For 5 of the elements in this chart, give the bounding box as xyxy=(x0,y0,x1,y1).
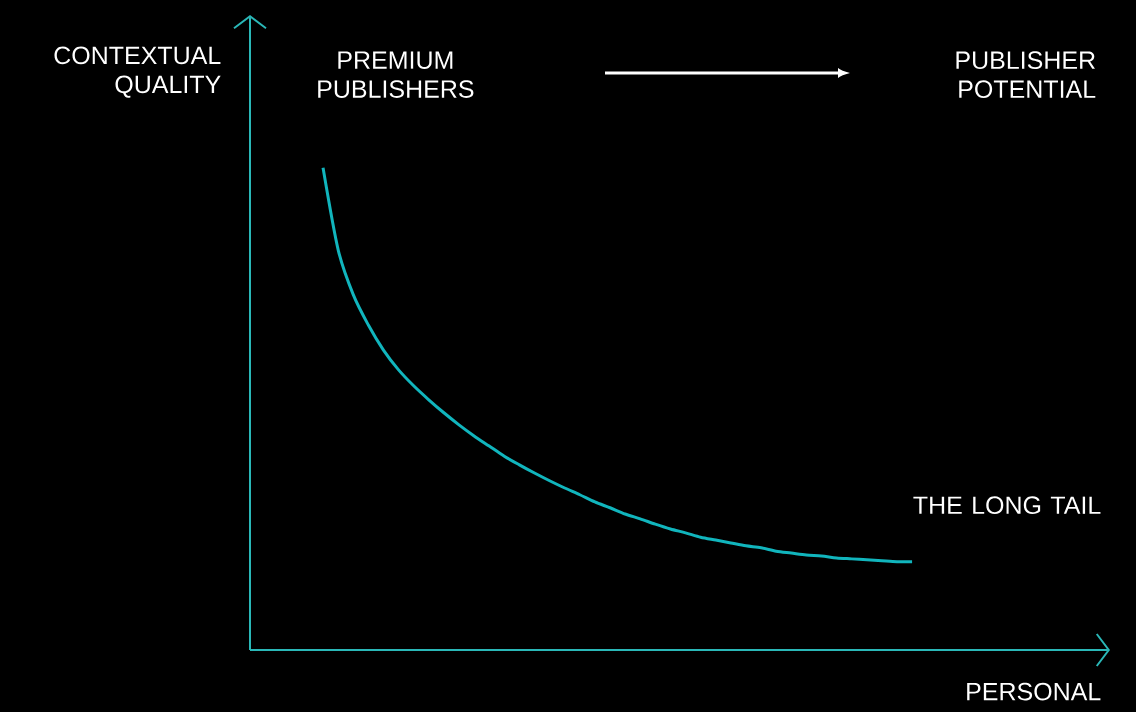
text: PUBLISHER POTENTIAL xyxy=(956,51,1096,99)
y-axis-title: CONTEXTUAL QUALITY xyxy=(54,46,221,98)
text: PREMIUM PUBLISHERS xyxy=(318,51,474,98)
x-axis-title: PERSONAL xyxy=(967,682,1101,701)
annotation: THE LONG TAIL xyxy=(913,496,1101,515)
